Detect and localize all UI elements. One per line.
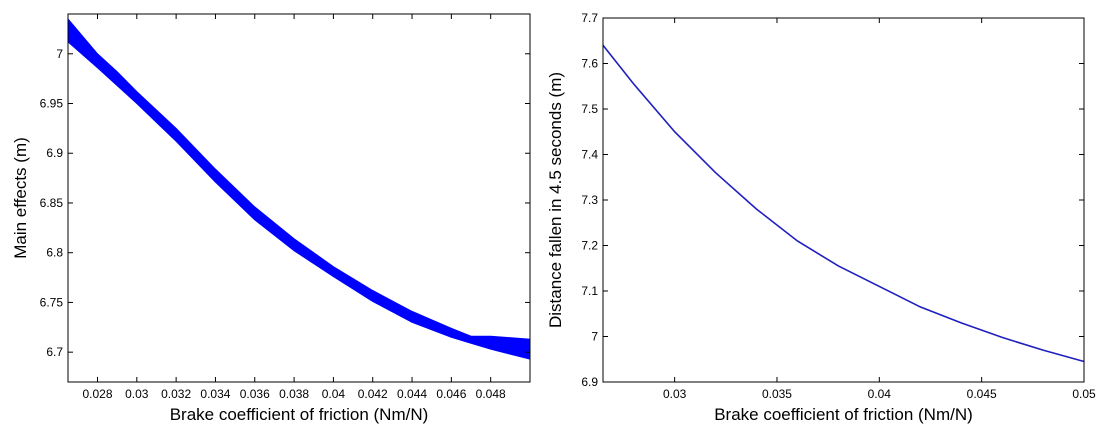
y-axis-label: Main effects (m)	[11, 137, 30, 259]
x-tick-label: 0.034	[200, 387, 230, 401]
axes-frame	[602, 17, 1085, 383]
y-tick-label: 7.6	[581, 57, 598, 71]
y-tick-label: 7	[591, 330, 598, 344]
x-tick-label: 0.038	[279, 387, 309, 401]
y-tick-label: 7.1	[581, 284, 598, 298]
y-tick-label: 7.2	[581, 239, 598, 253]
axes-frame	[67, 13, 531, 383]
y-tick-label: 6.9	[581, 375, 598, 389]
x-tick-label: 0.028	[82, 387, 112, 401]
y-tick-label: 7.4	[581, 148, 598, 162]
series-band-0	[67, 17, 531, 360]
x-axis-label: Brake coefficient of friction (Nm/N)	[714, 405, 973, 424]
right-chart-panel: 0.03 0.035 0.04 0.045 0.05 6.9 7 7.1 7.2 7.3 7.4 7.…	[546, 11, 1096, 424]
y-tick-label: 7.7	[581, 11, 598, 25]
x-tick-label: 0.03	[125, 387, 149, 401]
y-tick-label: 6.8	[46, 246, 63, 260]
y-tick-label: 6.9	[46, 146, 63, 160]
x-tick-label: 0.03	[663, 387, 687, 401]
x-tick-label: 0.046	[436, 387, 466, 401]
y-axis-label: Distance fallen in 4.5 seconds (m)	[546, 72, 565, 328]
x-tick-label: 0.032	[161, 387, 191, 401]
y-tick-label: 7.5	[581, 102, 598, 116]
x-tick-label: 0.044	[397, 387, 427, 401]
x-tick-label: 0.048	[476, 387, 506, 401]
x-tick-label: 0.04	[322, 387, 346, 401]
y-tick-label: 6.95	[40, 97, 64, 111]
x-tick-label: 0.05	[1072, 387, 1096, 401]
y-tick-label: 6.7	[46, 345, 63, 359]
y-tick-label: 7.3	[581, 193, 598, 207]
x-tick-label: 0.035	[762, 387, 792, 401]
x-axis-label: Brake coefficient of friction (Nm/N)	[170, 405, 429, 424]
y-tick-label: 6.75	[40, 295, 64, 309]
y-tick-label: 7	[56, 47, 63, 61]
x-tick-label: 0.036	[240, 387, 270, 401]
x-tick-label: 0.045	[967, 387, 997, 401]
series-line-0	[602, 44, 1085, 363]
left-chart-panel: 0.028 0.03 0.032 0.034 0.036 0.038 0.04 0.042 0.…	[11, 13, 531, 424]
y-tick-label: 6.85	[40, 196, 64, 210]
x-tick-label: 0.04	[868, 387, 892, 401]
x-tick-label: 0.042	[358, 387, 388, 401]
